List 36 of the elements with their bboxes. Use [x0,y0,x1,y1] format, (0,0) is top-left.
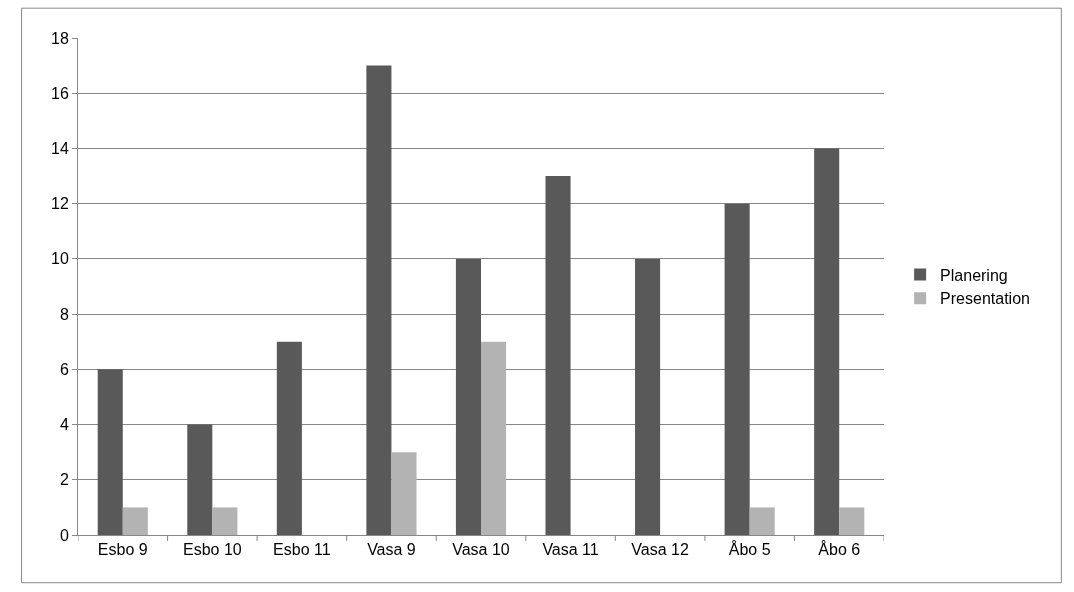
y-tick-label: 14 [51,140,69,158]
y-tick-label: 4 [59,416,69,434]
bar [814,148,840,535]
y-tick-label: 0 [59,526,69,544]
bar [187,424,213,535]
bar [97,369,123,535]
bar [545,176,571,535]
y-tick-label: 16 [51,84,69,102]
x-tick-label: Esbo 9 [97,541,148,559]
x-tick-label: Åbo 6 [818,540,861,559]
x-tick-label: Vasa 10 [452,541,510,559]
x-tick-label: Esbo 10 [182,541,242,559]
bar [635,258,661,535]
x-tick-label: Esbo 11 [273,541,331,559]
y-tick-label: 8 [59,305,69,323]
x-tick-label: Åbo 5 [728,540,771,559]
bar [839,507,865,535]
bar [212,507,238,535]
x-tick-label: Vasa 11 [542,541,599,559]
y-tick-label: 6 [59,360,69,378]
legend-label: Presentation [940,290,1030,308]
bar [749,507,775,535]
y-tick-label: 2 [59,471,69,489]
bar [455,258,481,535]
bar [366,65,392,535]
y-tick-label: 10 [51,250,69,268]
y-tick-label: 18 [51,29,69,47]
y-tick-label: 12 [51,195,69,213]
x-tick-label: Vasa 9 [367,541,416,559]
bar [481,341,507,535]
bar [391,452,417,535]
bar [122,507,148,535]
legend-label: Planering [940,266,1008,284]
x-tick-label: Vasa 12 [631,541,689,559]
bar [724,203,750,535]
bar [276,341,302,535]
